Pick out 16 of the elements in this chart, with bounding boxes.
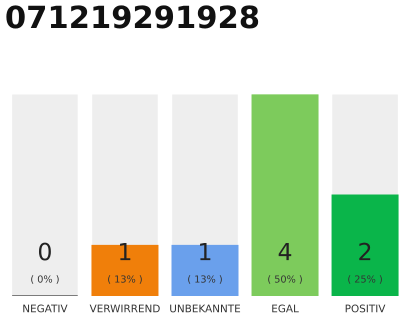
x-tick-label: UNBEKANNTE [170, 304, 240, 312]
data-label: 0 [38, 242, 51, 261]
x-tick-label: POSITIV [346, 304, 386, 312]
data-label: 2 [359, 242, 370, 260]
data-label: 1 [120, 242, 130, 260]
annotation: ( 25% ) [348, 275, 382, 284]
annotation: ( 13% ) [108, 275, 142, 284]
x-tick-label: NEGATIV [23, 304, 68, 312]
x-tick-label: VERWIRREND [90, 304, 160, 312]
annotation: ( 13% ) [188, 275, 222, 284]
annotation: ( 0% ) [31, 275, 59, 284]
annotation: ( 50% ) [268, 275, 302, 284]
chart-title: 071219291928 [6, 5, 258, 28]
data-label: 1 [200, 242, 210, 260]
x-tick-label: EGAL [272, 304, 299, 312]
data-label: 4 [278, 242, 292, 260]
